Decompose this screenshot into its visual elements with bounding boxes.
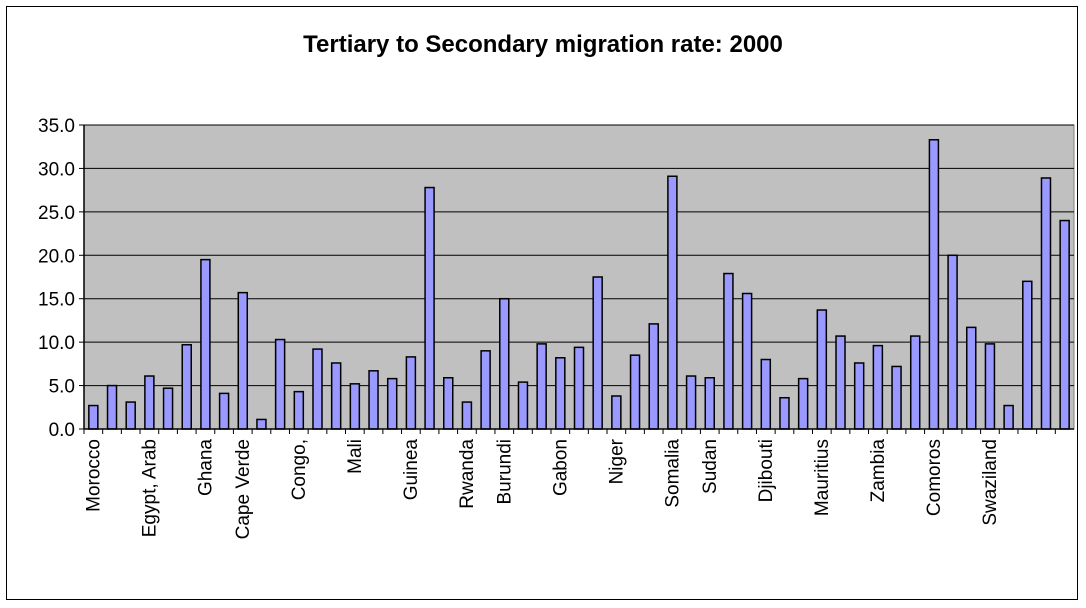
x-tick-label: Ghana (195, 439, 216, 496)
x-tick-label: Guinea (401, 439, 422, 501)
bar (592, 276, 603, 430)
bar (573, 346, 585, 430)
x-tick-label: Sudan (700, 439, 721, 494)
bar (256, 418, 267, 430)
axes (83, 125, 1074, 430)
bar (386, 377, 398, 430)
bar (685, 375, 697, 430)
y-tick-label: 15.0 (38, 290, 75, 311)
bar (237, 291, 249, 430)
bar (218, 392, 230, 430)
bar (499, 297, 510, 430)
y-axis-ticks: 0.0 5.0 10.0 15.0 20.0 25.0 30.0 35.0 (38, 116, 84, 441)
bar (835, 335, 846, 430)
bar (368, 370, 379, 430)
chart-title: Tertiary to Secondary migration rate: 20… (303, 31, 783, 58)
bar (555, 357, 566, 430)
bar (274, 338, 286, 430)
x-tick-label: Morocco (83, 439, 104, 512)
bar (704, 377, 715, 430)
bar (760, 358, 772, 430)
bar (106, 384, 118, 430)
x-tick-label: Gabon (550, 439, 571, 496)
bar (293, 390, 305, 430)
bar (648, 323, 659, 430)
bar (200, 258, 211, 430)
y-tick-label: 30.0 (38, 159, 75, 180)
bar (629, 354, 641, 430)
bar (667, 175, 678, 430)
x-tick-label: Mali (345, 439, 366, 474)
y-tick-label: 35.0 (38, 116, 75, 137)
x-tick-label: Somalia (662, 439, 683, 508)
bar (853, 362, 865, 430)
bar (424, 186, 435, 430)
bar (928, 139, 940, 430)
x-tick-label: Swaziland (980, 439, 1001, 526)
bar (816, 309, 828, 430)
bar (947, 254, 958, 430)
bar (443, 377, 454, 430)
x-tick-label: Cape Verde (233, 439, 254, 539)
bar (779, 396, 790, 430)
x-axis-ticks: Morocco Egypt, Arab Ghana Cape Verde Congo, M… (83, 429, 1056, 539)
bar (517, 381, 529, 430)
y-tick-label: 5.0 (49, 377, 75, 398)
bars (88, 139, 1070, 430)
bar (611, 395, 622, 430)
x-tick-label: Djibouti (756, 439, 777, 502)
x-tick-label: Comoros (924, 439, 945, 516)
bar (1022, 280, 1033, 430)
x-tick-label: Rwanda (457, 439, 478, 509)
bar (405, 356, 417, 430)
bar (536, 343, 547, 430)
x-tick-label: Burundi (494, 439, 515, 505)
bar (312, 348, 323, 430)
bar (181, 344, 192, 430)
bar (480, 350, 491, 430)
x-tick-label: Egypt, Arab (139, 439, 160, 537)
bar (909, 335, 921, 430)
bar (741, 292, 753, 430)
bar (144, 375, 155, 430)
bar (349, 383, 361, 430)
bar (88, 404, 99, 430)
y-tick-label: 10.0 (38, 333, 75, 354)
bar (891, 365, 902, 430)
bar (461, 401, 473, 430)
x-tick-label: Congo, (289, 439, 310, 500)
x-tick-label: Niger (606, 438, 627, 484)
bar (162, 387, 174, 430)
y-tick-label: 25.0 (38, 203, 75, 224)
y-tick-label: 20.0 (38, 246, 75, 267)
bar (125, 401, 136, 430)
bar (1059, 219, 1070, 430)
gridlines (84, 124, 1074, 387)
bar (330, 362, 342, 430)
bar (984, 343, 996, 430)
bar (797, 377, 809, 430)
bar (1040, 177, 1052, 430)
bar (723, 272, 734, 430)
bar (1003, 404, 1014, 430)
x-tick-label: Zambia (868, 439, 889, 503)
x-tick-label: Mauritius (812, 439, 833, 516)
bar (872, 344, 884, 430)
bar (966, 326, 977, 430)
y-tick-label: 0.0 (49, 420, 75, 441)
